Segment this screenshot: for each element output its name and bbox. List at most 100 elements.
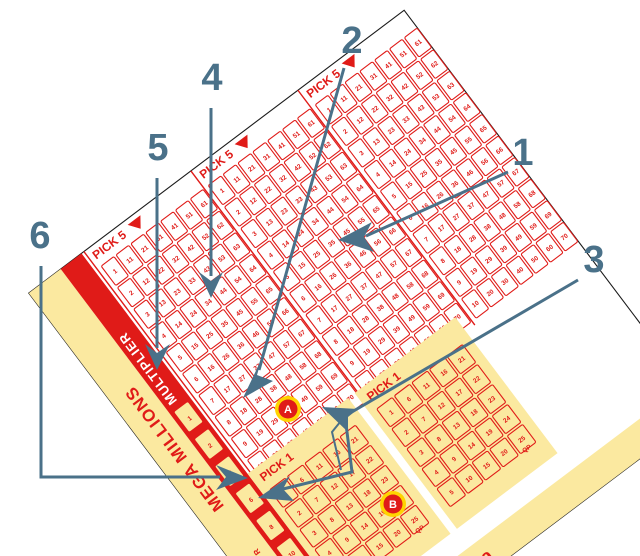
panel-C-pick5-cell-63[interactable] <box>436 71 465 101</box>
panel-A-pick1-cell-9[interactable] <box>332 524 362 555</box>
panel-B-pick5-cell-15[interactable] <box>288 250 316 280</box>
panel-C-pick5-cell-30[interactable] <box>491 266 519 296</box>
panel-B-pick5-cell-35[interactable] <box>317 228 346 258</box>
panel-C-pick5-cell-57[interactable] <box>487 168 515 198</box>
panel-C-pick5-cell-60[interactable] <box>535 233 564 263</box>
multiplier-cell-6[interactable] <box>235 482 265 515</box>
panel-A-pick5-cell-36[interactable] <box>227 330 255 360</box>
panel-C-pick5-cell-61[interactable] <box>404 28 432 58</box>
panel-B-pick5-cell-7[interactable] <box>305 305 334 335</box>
panel-C-pick5-cell-15[interactable] <box>395 170 423 200</box>
panel-A-pick5-cell-32[interactable] <box>162 244 190 274</box>
panel-A-pick1-cell-23[interactable] <box>370 465 399 495</box>
panel-B-pick5-cell-26[interactable] <box>319 261 347 291</box>
panel-B-pick5-cell-19[interactable] <box>353 337 381 367</box>
panel-A-pick5-cell-33[interactable] <box>178 266 206 296</box>
panel-A-pick5-cell-5[interactable] <box>166 342 194 372</box>
panel-B-pick5-cell-59[interactable] <box>412 292 440 322</box>
panel-B-pick1-cell-14[interactable] <box>457 430 486 461</box>
panel-A-pick5-cell-25[interactable] <box>195 320 224 350</box>
panel-A-pick1-cell-13[interactable] <box>334 491 364 521</box>
panel-B-pick5-cell-49[interactable] <box>397 303 425 333</box>
panel-B-pick5-cell-52[interactable] <box>298 141 327 171</box>
panel-A-pick1-cell-18[interactable] <box>352 478 382 508</box>
panel-B-pick5-cell-12[interactable] <box>239 186 267 216</box>
panel-C-pick5-cell-38[interactable] <box>473 212 501 242</box>
panel-B-pick1-cell-11[interactable] <box>411 371 441 401</box>
panel-A-pick5-cell-12[interactable] <box>132 266 160 296</box>
panel-A-pick5-cell-6[interactable] <box>182 364 210 394</box>
panel-B-pick5-cell-54[interactable] <box>331 184 359 214</box>
panel-C-pick5-cell-52[interactable] <box>405 60 434 90</box>
panel-B-pick1-cell-6[interactable] <box>394 384 424 414</box>
panel-B-pick5-cell-39[interactable] <box>382 314 411 344</box>
panel-A-pick5-cell-68[interactable] <box>304 340 332 370</box>
panel-B-pick1-cell-2[interactable] <box>391 417 421 447</box>
panel-C-pick5-cell-31[interactable] <box>359 61 388 91</box>
panel-A-pick5-cell-35[interactable] <box>210 309 239 339</box>
panel-B-pick1-cell-7[interactable] <box>409 404 439 434</box>
panel-A-pick5-cell-21[interactable] <box>130 234 159 264</box>
panel-A-pick5-cell-48[interactable] <box>274 362 302 392</box>
panel-B-pick5-cell-42[interactable] <box>283 152 312 182</box>
panel-A-pick5-cell-23[interactable] <box>163 277 191 307</box>
panel-A-pick5-cell-63[interactable] <box>222 232 251 262</box>
panel-C-pick5-cell-28[interactable] <box>458 223 486 253</box>
panel-A-pick5-cell-46[interactable] <box>241 319 270 349</box>
panel-A-pick1-cell-11[interactable] <box>304 451 334 482</box>
panel-B-pick1-cell-3[interactable] <box>406 437 436 467</box>
panel-B-pick1-cell-12[interactable] <box>426 390 456 421</box>
panel-B-pick1-cell-4[interactable] <box>421 457 451 487</box>
panel-C-pick5-cell-46[interactable] <box>455 158 484 188</box>
panel-A-pick5-cell-8[interactable] <box>214 407 243 437</box>
panel-C-pick5-cell-53[interactable] <box>422 82 450 112</box>
panel-A-pick5-cell-51[interactable] <box>175 200 203 230</box>
panel-C-pick5-cell-20[interactable] <box>476 278 504 308</box>
panel-B-pick5-cell-64[interactable] <box>346 173 374 203</box>
panel-A-pick1-quick-pick-label[interactable]: QP <box>414 524 426 536</box>
panel-B-pick5-cell-58[interactable] <box>396 270 424 300</box>
panel-C-pick5-cell-68[interactable] <box>518 179 546 208</box>
panel-B-pick5-cell-22[interactable] <box>254 175 282 205</box>
panel-B-pick1-cell-15[interactable] <box>472 450 501 481</box>
panel-C-pick5-cell-18[interactable] <box>443 235 472 264</box>
panel-C-pick5-cell-43[interactable] <box>407 93 435 123</box>
panel-A-pick5-cell-67[interactable] <box>287 318 316 348</box>
panel-C-pick5-cell-7[interactable] <box>412 224 441 254</box>
panel-A-pick5-cell-45[interactable] <box>225 298 253 327</box>
panel-B-pick1-cell-8[interactable] <box>424 424 454 454</box>
panel-C-pick5-cell-13[interactable] <box>362 127 390 157</box>
panel-B-pick5-cell-8[interactable] <box>321 326 350 356</box>
panel-C-pick5-cell-2[interactable] <box>331 116 359 146</box>
panel-A-pick5-cell-7[interactable] <box>198 385 226 415</box>
panel-C-pick5-cell-9[interactable] <box>445 267 473 297</box>
panel-B-pick1-cell-25[interactable] <box>507 424 536 454</box>
panel-C-pick5-cell-32[interactable] <box>376 83 404 113</box>
panel-A-pick5-cell-64[interactable] <box>239 254 267 284</box>
panel-C-pick5-cell-26[interactable] <box>426 180 454 210</box>
panel-B-pick1-cell-19[interactable] <box>474 417 504 448</box>
panel-A-pick1-cell-10[interactable] <box>347 544 377 556</box>
panel-B-pick5-cell-53[interactable] <box>315 163 343 193</box>
panel-B-pick5-cell-2[interactable] <box>224 197 252 227</box>
panel-A-pick5-cell-56[interactable] <box>256 308 285 338</box>
panel-A-pick5-cell-31[interactable] <box>145 222 174 252</box>
panel-C-pick5-cell-17[interactable] <box>427 213 455 243</box>
panel-B-pick5-cell-4[interactable] <box>256 240 285 270</box>
panel-A-pick1-cell-15[interactable] <box>365 531 394 556</box>
panel-B-pick5-cell-38[interactable] <box>366 293 394 323</box>
panel-B-pick5-cell-51[interactable] <box>282 119 310 149</box>
panel-B-pick5-cell-36[interactable] <box>334 250 362 280</box>
panel-B-pick5-cell-69[interactable] <box>427 281 455 311</box>
panel-C-pick5-cell-35[interactable] <box>424 147 453 177</box>
panel-B-pick1-cell-23[interactable] <box>477 384 506 414</box>
panel-B-pick5-cell-11[interactable] <box>223 164 251 194</box>
panel-B-pick1-quick-pick-label[interactable]: QP <box>521 443 533 455</box>
panel-C-pick5-cell-37[interactable] <box>457 191 485 221</box>
panel-B-pick1-cell-18[interactable] <box>459 397 489 428</box>
panel-B-pick5-cell-17[interactable] <box>320 294 348 324</box>
panel-B-pick5-cell-44[interactable] <box>316 195 344 225</box>
panel-C-pick5-cell-42[interactable] <box>390 72 419 101</box>
panel-A-pick1-cell-25[interactable] <box>400 505 429 535</box>
panel-A-pick5-cell-1[interactable] <box>101 256 129 286</box>
